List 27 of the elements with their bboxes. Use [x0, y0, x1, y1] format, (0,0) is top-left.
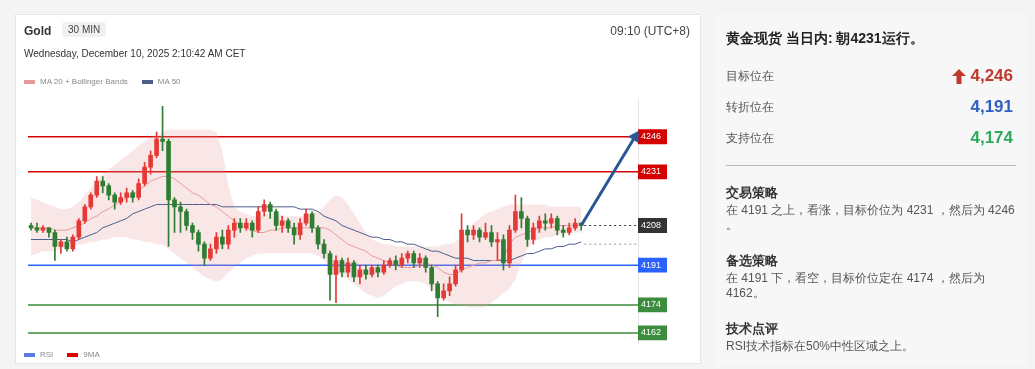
text: 4,191	[970, 97, 1013, 117]
text: 转折位在	[726, 99, 774, 116]
y-tick-label: 4174	[641, 299, 662, 310]
legend-label: 9MA	[83, 350, 100, 359]
y-tick-label: 4246	[641, 131, 662, 142]
text: 技术点评	[726, 320, 778, 338]
text: 4,246	[970, 66, 1013, 86]
text: RSI技术指标在50%中性区域之上。	[726, 339, 916, 354]
text: 09:10 (UTC+8)	[610, 24, 690, 38]
chart-subtitle: 30 MIN	[62, 22, 107, 37]
y-tick-label: 4162	[641, 327, 662, 338]
text: 支持位在	[726, 130, 774, 147]
legend-label: MA 20 + Bollinger Bands	[40, 77, 128, 86]
y-tick-label: 4208	[641, 219, 662, 230]
legend-label: MA 50	[157, 77, 181, 86]
legend-label: RSI	[40, 350, 54, 359]
text: 备选策略	[726, 252, 778, 270]
text: 4,174	[970, 128, 1013, 148]
chart-title: Gold	[24, 24, 52, 38]
y-tick-label: 4191	[641, 259, 662, 270]
text: 在 4191 下，看空，目标价位定在 4174 ，然后为 4162。	[726, 271, 986, 301]
text: 目标位在	[726, 68, 774, 85]
text: 黄金现货 当日内: 朝4231运行。	[726, 30, 924, 48]
text: Wednesday, December 10, 2025 2:10:42 AM CET	[24, 48, 246, 59]
y-tick-label: 4231	[641, 166, 662, 177]
text: 在 4191 之上，看涨，目标价位为 4231 ，然后为 4246 。	[726, 203, 1016, 233]
text: 交易策略	[726, 184, 778, 202]
